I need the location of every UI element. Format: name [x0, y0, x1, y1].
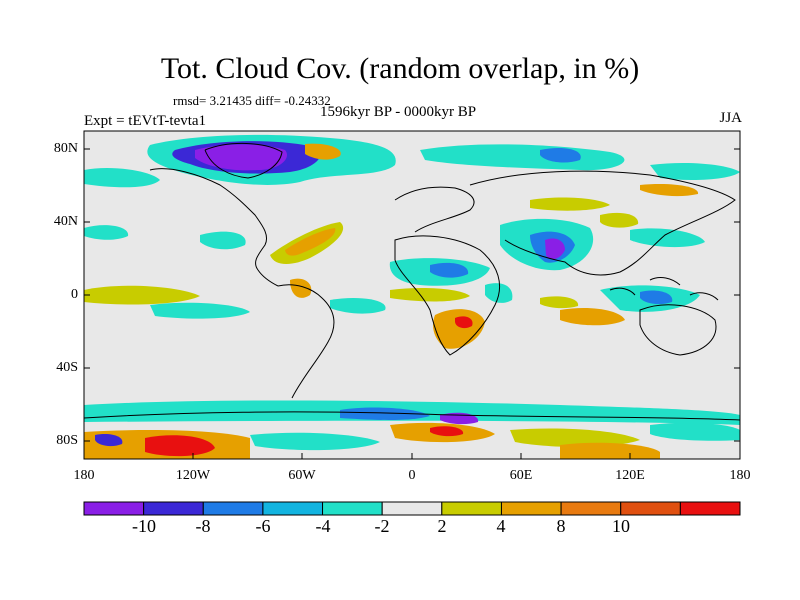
- colorbar-label: 2: [437, 516, 447, 536]
- lat-label-80n: 80N: [53, 141, 78, 156]
- anomaly-africa-blue: [430, 262, 469, 278]
- experiment-label: Expt = tEVtT-tevta1: [84, 113, 207, 129]
- colorbar-swatch: [381, 501, 443, 516]
- colorbar-label: -10: [132, 516, 156, 536]
- colorbar-label: 10: [612, 516, 630, 536]
- anomaly-npacific-orange: [640, 184, 699, 197]
- colorbar-label: -4: [315, 516, 331, 536]
- map-field: [84, 131, 740, 459]
- anomaly-maritime-blue: [640, 290, 673, 305]
- coastlines: [84, 143, 740, 421]
- colorbar-swatch: [83, 501, 145, 516]
- map-title: Tot. Cloud Cov. (random overlap, in %): [160, 52, 640, 85]
- lon-label-120e: 120E: [615, 468, 645, 483]
- colorbar-swatch: [500, 501, 562, 516]
- anomaly-nepacific-teal: [84, 225, 129, 240]
- lon-label-60e: 60E: [509, 468, 533, 483]
- anomaly-southafrica-orange: [433, 309, 485, 349]
- anomaly-npacific-tealband: [200, 231, 246, 250]
- period-text: 1596kyr BP - 0000kyr BP: [320, 104, 477, 120]
- colorbar-swatch: [620, 501, 681, 516]
- lat-label-80s: 80S: [56, 433, 78, 448]
- coastline-africa: [394, 235, 501, 356]
- colorbar-swatch: [679, 501, 741, 516]
- anomaly-npacific-teal2: [650, 162, 740, 180]
- coastline-north-america: [149, 168, 279, 287]
- anomaly-antarctic-yellow: [510, 428, 640, 447]
- anomaly-antarctic-teal: [250, 432, 380, 451]
- colorbar-swatch: [202, 501, 264, 516]
- colorbar-swatch: [143, 501, 204, 516]
- colorbar-label: 4: [496, 516, 506, 536]
- lon-label-180e: 180: [729, 468, 751, 483]
- anomaly-indianocean-yellow: [540, 296, 579, 309]
- coastline-greenland: [204, 143, 283, 179]
- anomaly-antarctic-orange3: [560, 442, 660, 459]
- lat-label-40s: 40S: [56, 360, 78, 375]
- anomaly-antarctic-red2: [430, 426, 464, 437]
- anomaly-westpacific-teal: [630, 228, 705, 248]
- anomaly-china-yellow: [600, 212, 639, 228]
- anomaly-sahel-yellow: [390, 288, 470, 302]
- anomaly-eqpacific-yellow: [84, 285, 200, 305]
- season-label: JJA: [719, 110, 742, 126]
- coastline-australia: [639, 304, 717, 356]
- anomaly-npacific-teal: [84, 168, 160, 188]
- colorbar-label: -6: [255, 516, 271, 536]
- coastline-islands: [609, 277, 719, 301]
- anomaly-so-blue: [340, 407, 430, 420]
- lat-label-0: 0: [71, 287, 78, 302]
- lon-label-180w: 180: [73, 468, 95, 483]
- colorbar-swatch: [441, 501, 502, 516]
- coastline-europe: [394, 186, 475, 233]
- lat-label-40n: 40N: [53, 214, 78, 229]
- anomaly-satlantic-teal: [330, 298, 386, 314]
- anomaly-indianocean-orange: [560, 308, 625, 326]
- coastline-asia: [469, 170, 736, 276]
- anomaly-siberia-blue: [540, 148, 581, 163]
- colorbar-label: 8: [556, 516, 566, 536]
- anomaly-antarctic-red: [145, 435, 215, 457]
- stats-text: rmsd= 3.21435 diff= -0.24332: [173, 93, 331, 108]
- colorbar-swatch: [560, 501, 622, 516]
- anomaly-antarctic-blue: [95, 434, 123, 447]
- colorbar: [83, 501, 741, 516]
- anomaly-antarctic-teal2: [650, 422, 740, 441]
- colorbar-label: -8: [195, 516, 211, 536]
- anomaly-eurasia-yellow: [530, 197, 610, 211]
- anomaly-samerica-orange: [290, 278, 312, 298]
- anomaly-southafrica-red: [455, 316, 473, 329]
- anomaly-india-purple: [545, 238, 565, 260]
- anomaly-natlantic-orange: [285, 228, 336, 256]
- axis-ticks: [83, 148, 741, 459]
- coastline-antarctica: [84, 411, 740, 421]
- colorbar-swatch: [322, 501, 383, 516]
- anomaly-arctic-orange: [305, 143, 341, 160]
- colorbar-label: -2: [374, 516, 390, 536]
- anomaly-greenland-purple: [195, 144, 287, 171]
- lon-label-0: 0: [408, 468, 416, 483]
- colorbar-swatch: [262, 501, 324, 516]
- lon-label-120w: 120W: [175, 468, 211, 483]
- anomaly-eqpacific-teal: [150, 302, 250, 319]
- coastline-south-america: [277, 284, 335, 399]
- lon-label-60w: 60W: [288, 468, 316, 483]
